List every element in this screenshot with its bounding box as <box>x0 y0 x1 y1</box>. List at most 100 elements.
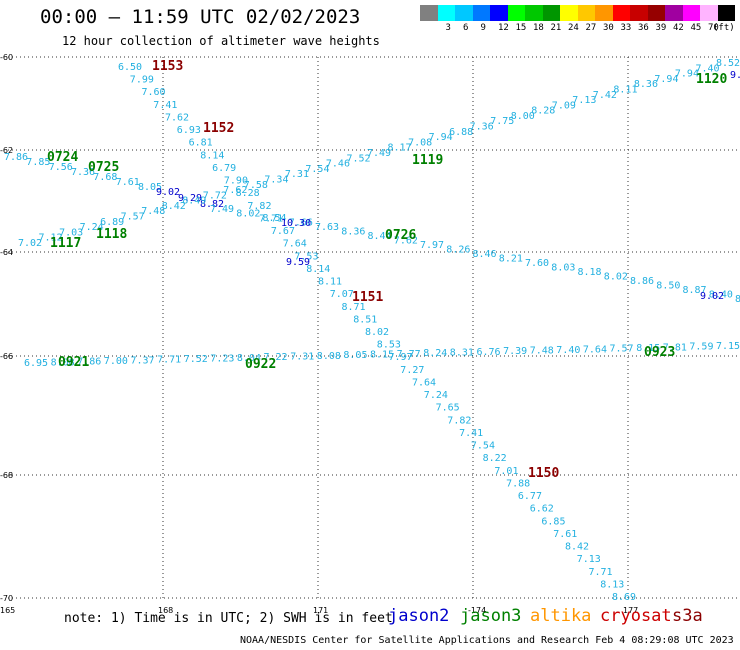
wave-height-value: 6.62 <box>530 504 554 515</box>
wave-height-value: 7.57 <box>121 212 145 223</box>
legend-jason3: jason3 <box>460 606 522 626</box>
latitude-tick-label: -70 <box>0 594 13 603</box>
wave-height-value: 8.54 <box>263 213 287 224</box>
wave-height-value: 7.64 <box>583 344 607 355</box>
wave-height-value: 8.53 <box>377 340 401 351</box>
pass-time-label: 1119 <box>412 153 443 168</box>
color-scale-label: 33 <box>620 23 632 33</box>
wave-height-value: 7.13 <box>577 554 601 565</box>
wave-height-value: 7.86 <box>4 152 28 163</box>
pass-time-label: 1151 <box>352 290 383 305</box>
wave-height-value: 7.00 <box>104 356 128 367</box>
wave-height-value-high: 9.04 <box>730 70 740 81</box>
color-scale-label: 6 <box>463 23 469 33</box>
wave-height-value: 7.71 <box>259 213 283 224</box>
wave-height-value: 7.40 <box>696 63 720 74</box>
pass-time-label: 0724 <box>47 150 78 165</box>
wave-height-value: 7.39 <box>503 346 527 357</box>
wave-height-value-high: 9.02 <box>156 187 180 198</box>
wave-height-value: 7.31 <box>290 352 314 363</box>
wave-height-value: 7.85 <box>26 157 50 168</box>
color-scale-label: 27 <box>585 23 597 33</box>
wave-height-value: 7.15 <box>716 341 740 352</box>
wave-height-value: 7.24 <box>80 222 104 233</box>
longitude-tick-label: 177 <box>623 606 638 615</box>
color-scale-label: 70 <box>708 23 719 33</box>
pass-time-label: 1153 <box>152 59 183 74</box>
wave-height-value: 8.86 <box>630 276 654 287</box>
wave-height-value: 7.64 <box>412 378 436 389</box>
pass-time-label: 0726 <box>385 228 416 243</box>
wave-height-value: 8.18 <box>578 267 602 278</box>
color-scale-label: 30 <box>603 23 614 33</box>
wave-height-value: 6.95 <box>24 358 48 369</box>
color-scale-label: 36 <box>638 23 649 33</box>
wave-height-value: 8.40 <box>709 290 733 301</box>
color-swatch <box>437 5 455 21</box>
wave-height-value: 7.56 <box>49 162 73 173</box>
pass-time-label: 1120 <box>696 72 727 87</box>
wave-height-value: 6.93 <box>177 125 201 136</box>
wave-height-value: 6.79 <box>212 163 236 174</box>
wave-height-value: 7.41 <box>459 428 483 439</box>
wave-height-value: 7.46 <box>326 159 350 170</box>
color-swatch <box>647 5 665 21</box>
legend-cryosat: cryosat <box>600 606 672 626</box>
wave-height-value: 7.36 <box>470 122 494 133</box>
wave-height-value: 7.62 <box>394 236 418 247</box>
wave-height-value: 8.44 <box>368 231 392 242</box>
wave-height-value: 7.72 <box>203 190 227 201</box>
wave-height-value: 8.05 <box>343 350 367 361</box>
wave-height-value: 8.49 <box>182 196 206 207</box>
wave-height-value: 8.08 <box>317 351 341 362</box>
wave-height-value: 7.54 <box>471 441 495 452</box>
color-swatch <box>525 5 543 21</box>
wave-height-value: 7.53 <box>294 251 318 262</box>
wave-height-value: 8.24 <box>423 348 447 359</box>
wave-height-value: 8.52 <box>716 58 740 69</box>
wave-height-value: 8.14 <box>306 264 330 275</box>
wave-height-value: 7.68 <box>93 172 117 183</box>
wave-height-value: 7.22 <box>264 352 288 363</box>
pass-time-label: 0921 <box>58 355 89 370</box>
wave-height-value: 7.61 <box>553 529 577 540</box>
color-swatch <box>420 5 438 21</box>
color-scale-label: 45 <box>690 23 702 33</box>
color-swatch <box>665 5 683 21</box>
wave-height-value-high: 9.59 <box>286 257 310 268</box>
wave-height-value: 7.59 <box>689 342 713 353</box>
longitude-tick-label: 165 <box>0 606 15 615</box>
wave-height-value: 7.62 <box>223 185 247 196</box>
wave-height-value: 7.94 <box>675 69 699 80</box>
wave-height-value: 7.65 <box>436 403 460 414</box>
wave-height-value: 8.31 <box>450 348 474 359</box>
wave-height-value: 7.86 <box>77 357 101 368</box>
wave-height-value: 8.46 <box>473 249 497 260</box>
wave-height-value: 7.82 <box>447 415 471 426</box>
wave-height-value: 8.28 <box>531 106 555 117</box>
pass-time-label: 0922 <box>245 357 276 372</box>
legend-jason2: jason2 <box>388 606 450 626</box>
wave-height-value: 7.82 <box>247 201 271 212</box>
wave-height-value: 7.37 <box>131 355 155 366</box>
wave-height-value: 8.02 <box>604 272 628 283</box>
wave-height-value: 7.71 <box>589 567 613 578</box>
wave-height-value: 7.34 <box>264 175 288 186</box>
legend-altika: altika <box>530 606 592 626</box>
pass-time-label: 1118 <box>96 227 127 242</box>
wave-height-value: 7.54 <box>305 164 329 175</box>
color-swatch <box>595 5 613 21</box>
wave-height-value: 8.71 <box>342 302 366 313</box>
wave-height-value: 8.50 <box>656 281 680 292</box>
longitude-tick-label: 171 <box>313 606 328 615</box>
latitude-tick-label: -60 <box>0 53 13 62</box>
wave-height-value: 8.02 <box>365 327 389 338</box>
wave-height-value: 8.02 <box>236 209 260 220</box>
wave-height-value: 7.42 <box>593 90 617 101</box>
wave-height-value: 8.17 <box>388 143 412 154</box>
wave-height-value: 6.50 <box>118 62 142 73</box>
color-swatch <box>542 5 560 21</box>
pass-time-label: 0725 <box>88 160 119 175</box>
color-swatch <box>507 5 525 21</box>
wave-height-value: 7.62 <box>165 113 189 124</box>
